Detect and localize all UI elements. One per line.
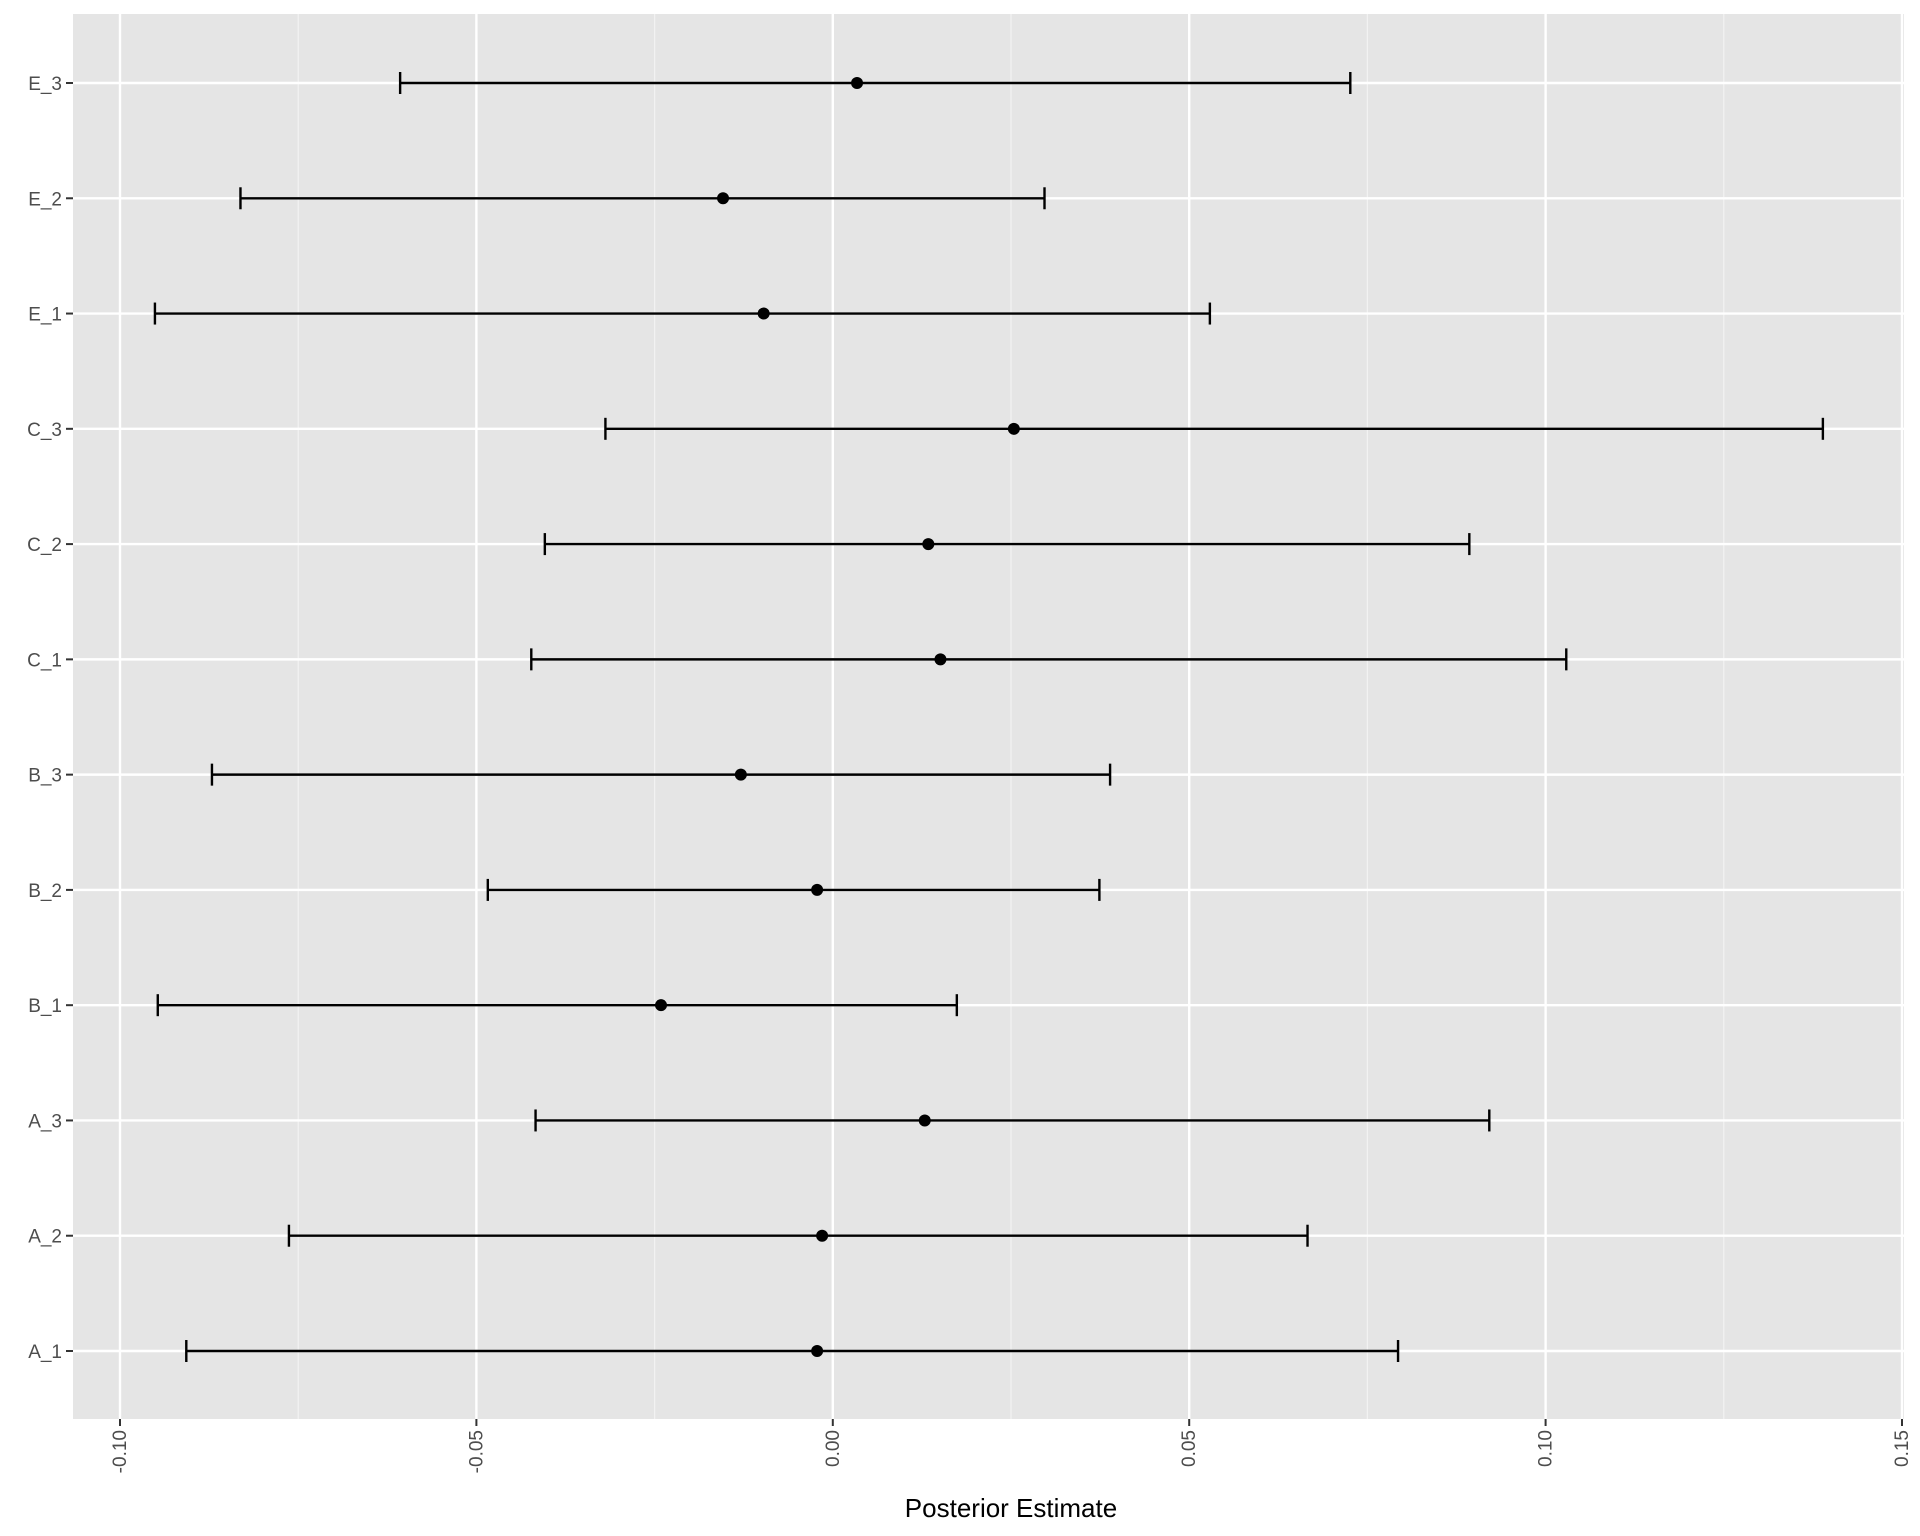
- x-axis-title: Posterior Estimate: [905, 1493, 1117, 1523]
- y-tick-label: A_1: [28, 1342, 62, 1363]
- estimate-point: [811, 1345, 824, 1357]
- estimate-point: [816, 1229, 829, 1242]
- x-tick-label: 0.00: [823, 1430, 844, 1467]
- y-tick-label: C_2: [27, 535, 62, 556]
- estimate-point: [811, 883, 824, 896]
- estimate-point: [1007, 422, 1020, 435]
- y-tick-label: B_1: [28, 996, 62, 1017]
- estimate-point: [851, 77, 864, 89]
- plot-panel: [73, 14, 1904, 1419]
- y-tick-label: B_2: [28, 881, 62, 902]
- y-tick-label: B_3: [28, 766, 62, 787]
- y-tick-label: C_3: [27, 420, 62, 441]
- minor-gridlines: [297, 14, 1725, 1419]
- x-tick-label: 0.10: [1536, 1430, 1557, 1467]
- x-tick-label: -0.05: [466, 1430, 487, 1473]
- y-tick-label: E_2: [28, 189, 62, 210]
- estimate-point: [922, 538, 935, 551]
- estimate-point: [655, 999, 668, 1012]
- y-tick-label: E_1: [28, 305, 62, 326]
- x-tick-label: 0.15: [1892, 1430, 1913, 1467]
- estimate-point: [717, 192, 730, 205]
- y-axis: A_1 A_2 A_3 B_1 B_2 B_3 C_1 C_2 C_3 E_1 E_2 E_3: [27, 74, 73, 1363]
- y-tick-label: A_3: [28, 1111, 62, 1132]
- estimate-point: [934, 653, 947, 666]
- y-tick-label: E_3: [28, 74, 62, 95]
- estimate-point: [757, 307, 770, 320]
- estimate-point: [918, 1114, 931, 1127]
- x-tick-label: -0.10: [110, 1430, 131, 1473]
- estimate-point: [734, 768, 747, 781]
- x-tick-label: 0.05: [1179, 1430, 1200, 1467]
- x-axis: -0.10 -0.05 0.00 0.05 0.10 0.15: [110, 1419, 1913, 1473]
- y-tick-label: A_2: [28, 1227, 62, 1248]
- error-bars: [153, 72, 1825, 1362]
- y-tick-label: C_1: [27, 650, 62, 671]
